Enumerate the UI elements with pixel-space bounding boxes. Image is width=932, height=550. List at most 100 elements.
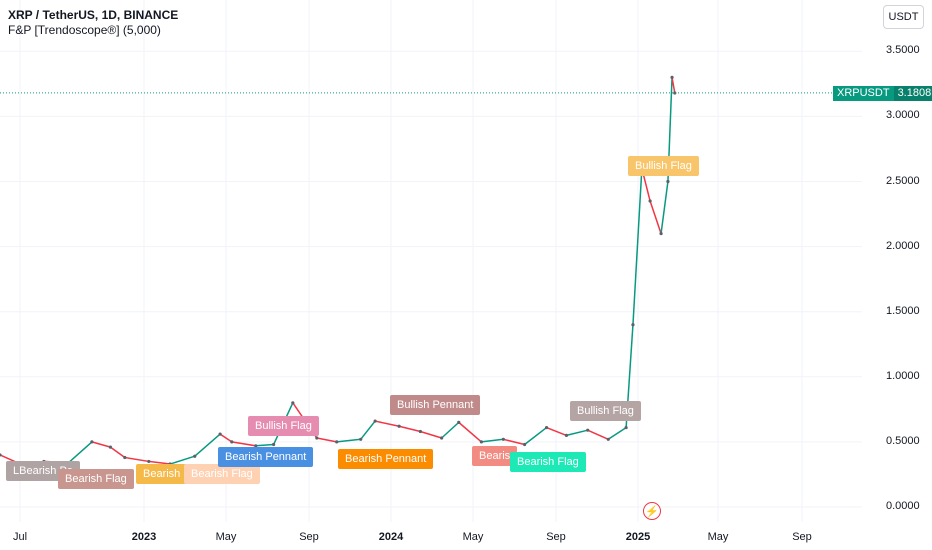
pattern-label: Bearish Flag [510, 452, 586, 472]
pattern-label: Bearish Flag [184, 464, 260, 484]
price-segment [360, 420, 376, 440]
price-segment [194, 433, 221, 457]
price-point [586, 428, 590, 432]
price-segment [68, 441, 93, 464]
price-tick: 2.5000 [886, 174, 920, 187]
price-point [147, 459, 151, 464]
price-segment [632, 168, 643, 325]
price-point [397, 424, 401, 428]
price-point [90, 440, 94, 444]
chart-area[interactable] [0, 0, 862, 522]
time-tick: Sep [299, 531, 319, 543]
last-price-tag: XRPUSDT 3.1808 [833, 85, 932, 101]
price-segment [566, 429, 588, 437]
pattern-label: Bearish Flag [58, 469, 134, 489]
time-tick: Sep [792, 531, 812, 543]
price-chart[interactable] [0, 0, 862, 522]
time-tick: May [462, 531, 484, 543]
price-segment [660, 181, 669, 234]
price-segment [374, 420, 400, 428]
price-segment [458, 421, 482, 443]
price-segment [420, 430, 442, 439]
price-point [606, 437, 610, 441]
last-price-symbol: XRPUSDT [833, 85, 894, 101]
price-point [108, 445, 113, 449]
price-point [523, 442, 527, 447]
price-tick: 3.5000 [886, 44, 920, 57]
price-segment [441, 421, 460, 439]
price-point [193, 454, 197, 458]
price-point [666, 179, 670, 184]
pattern-label: Bullish Pennant [390, 395, 481, 415]
price-tick: 0.0000 [886, 500, 920, 512]
price-segment [671, 77, 676, 94]
price-point [501, 437, 505, 441]
price-point [648, 199, 652, 203]
pattern-label: Bullish Flag [628, 156, 699, 176]
price-segment [316, 437, 337, 443]
pattern-label: Bearis [472, 446, 518, 466]
price-point [659, 231, 663, 236]
price-segment [169, 455, 195, 465]
price-point [0, 453, 2, 457]
last-price-value: 3.1808 [893, 85, 932, 101]
currency-button[interactable]: USDT [883, 5, 924, 29]
price-point [457, 420, 461, 424]
price-point [564, 433, 569, 437]
time-tick: 2023 [131, 531, 157, 543]
lightning-icon[interactable]: ⚡ [643, 502, 661, 520]
price-segment [109, 446, 126, 459]
price-point [315, 436, 319, 440]
price-point [673, 91, 677, 95]
chart-grid [0, 0, 862, 522]
price-segment [91, 441, 111, 448]
price-point [254, 444, 258, 448]
price-point [123, 455, 127, 460]
price-segment [124, 456, 149, 463]
price-point [544, 425, 549, 430]
price-point [624, 425, 628, 430]
price-segment [231, 441, 256, 447]
price-point [479, 440, 484, 444]
price-point [218, 432, 222, 436]
indicator-title: F&P [Trendoscope®] (5,000) [8, 23, 161, 37]
price-point [272, 442, 276, 447]
price-segment [546, 426, 567, 437]
time-tick: May [707, 531, 729, 543]
price-tick: 1.0000 [886, 369, 920, 382]
price-point [373, 419, 377, 423]
price-point [440, 436, 444, 440]
time-tick: Sep [546, 531, 566, 543]
price-tick: 2.0000 [886, 239, 920, 252]
price-segment [607, 426, 627, 440]
price-segment [219, 433, 233, 443]
price-series [0, 75, 677, 467]
pattern-label: Bearish Pennant [338, 449, 434, 469]
time-tick: May [215, 531, 237, 543]
price-point [359, 437, 363, 441]
pattern-label: Bullish Flag [570, 401, 641, 421]
price-segment [649, 200, 662, 234]
time-tick: 2025 [625, 531, 651, 543]
pattern-label: Bearish Pennant [218, 447, 314, 467]
price-segment [524, 426, 548, 446]
price-point [670, 75, 674, 79]
price-segment [255, 443, 274, 447]
price-segment [587, 429, 609, 440]
price-point [291, 401, 295, 405]
price-segment [398, 425, 421, 433]
time-tick: Jul [12, 531, 28, 543]
price-point [631, 323, 635, 327]
price-point [335, 440, 339, 444]
price-segment [148, 460, 171, 465]
time-axis[interactable] [0, 522, 862, 550]
price-tick: 3.0000 [886, 109, 920, 122]
price-point [230, 440, 234, 444]
pattern-label: Bullish Flag [248, 416, 319, 436]
price-segment [481, 438, 504, 443]
price-tick: 0.5000 [886, 434, 920, 447]
price-tick: 1.5000 [886, 304, 920, 317]
price-point [418, 429, 422, 434]
chart-header: XRP / TetherUS, 1D, BINANCE F&P [Trendos… [8, 8, 178, 38]
price-segment [503, 438, 525, 446]
